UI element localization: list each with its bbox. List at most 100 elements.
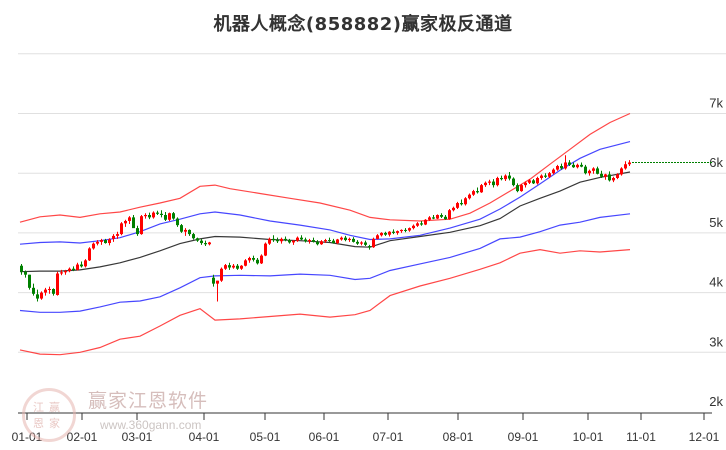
candle-body (76, 264, 79, 270)
candle-body (212, 277, 215, 284)
candle-body (240, 265, 243, 269)
candle-body (48, 289, 51, 291)
candle-body (380, 232, 383, 236)
upper-outer-band-line (19, 112, 631, 223)
candle-body (608, 174, 611, 181)
candle-body (172, 213, 175, 219)
candle-body (184, 229, 187, 232)
candle-body (252, 257, 255, 260)
candle-body (428, 217, 431, 220)
candle-body (628, 162, 631, 165)
candle-body (596, 168, 599, 174)
candle-body (84, 260, 87, 267)
watermark-logo-char: 恩 (33, 417, 44, 430)
candle-body (52, 289, 55, 294)
x-tick-label: 04-01 (189, 430, 220, 444)
candle-body (588, 170, 591, 174)
candle-body (152, 212, 155, 218)
candle-body (188, 229, 191, 235)
x-tick-label: 11-01 (626, 430, 656, 444)
candle-body (288, 240, 291, 243)
candle-body (248, 257, 251, 261)
candle-body (164, 214, 167, 220)
candle-body (552, 169, 555, 174)
candle-body (572, 164, 575, 168)
candle-body (224, 265, 227, 269)
candle-body (100, 240, 103, 242)
candle-body (468, 194, 471, 199)
upper-inner-band-line (19, 141, 631, 245)
candle-body (484, 182, 487, 186)
candle-body (524, 182, 527, 186)
watermark-logo-char: 赢 (49, 401, 60, 414)
candle-body (300, 237, 303, 240)
candle-body (32, 287, 35, 294)
candle-body (272, 238, 275, 241)
candle-body (280, 238, 283, 242)
candle-body (64, 271, 67, 273)
candle-body (476, 191, 479, 193)
watermark-logo-char: 家 (49, 417, 60, 430)
candle-body (408, 228, 411, 231)
candle-body (436, 214, 439, 219)
gridlines: 2k 3k 4k 5k 6k 7k (18, 53, 726, 409)
candle-body (448, 210, 451, 220)
candle-body (620, 168, 623, 175)
watermark-brand: 赢家江恩软件 (88, 390, 209, 412)
candle-body (472, 191, 475, 195)
candle-body (132, 217, 135, 229)
candle-body (324, 240, 327, 242)
candle-body (68, 268, 71, 272)
candle-body (60, 272, 63, 274)
watermark-logo-char: 江 (33, 401, 44, 414)
candle-body (368, 246, 371, 248)
candle-body (136, 228, 139, 235)
candle-body (312, 240, 315, 242)
candle-body (332, 240, 335, 244)
candle-body (600, 173, 603, 177)
candle-body (216, 280, 219, 284)
candle-body (396, 231, 399, 233)
y-tick-label: 7k (709, 96, 723, 111)
candle-body (304, 239, 307, 242)
candle-body (376, 235, 379, 239)
candle-body (456, 203, 459, 208)
candle-body (148, 214, 151, 218)
candle-body (192, 234, 195, 239)
candle-body (108, 239, 111, 244)
candle-body (228, 265, 231, 268)
candle-body (604, 174, 607, 177)
candle-body (200, 240, 203, 244)
candle-body (292, 240, 295, 243)
candle-body (624, 164, 627, 169)
candle-body (196, 238, 199, 241)
x-tick-label: 08-01 (443, 430, 474, 444)
channel-bands (19, 112, 631, 356)
candle-body (124, 220, 127, 224)
candle-body (356, 241, 359, 244)
candlesticks (20, 155, 631, 302)
candle-body (20, 265, 23, 272)
candle-body (444, 216, 447, 220)
candle-body (284, 238, 287, 241)
candle-body (392, 231, 395, 233)
y-tick-label: 5k (709, 215, 723, 230)
candle-body (80, 264, 83, 267)
middle-line-line (19, 171, 631, 273)
candle-body (512, 178, 515, 186)
axes: 01-01 02-01 03-01 04-01 05-01 06-01 07-01 08-01… (12, 412, 720, 444)
candle-body (532, 180, 535, 184)
candle-body (440, 214, 443, 217)
candle-body (404, 229, 407, 231)
candle-body (236, 265, 239, 269)
candle-body (180, 225, 183, 232)
candle-body (508, 175, 511, 179)
candle-body (460, 203, 463, 205)
candle-body (340, 237, 343, 240)
y-tick-label: 6k (709, 155, 723, 170)
chart-title: 机器人概念(858882)赢家极反通道 (213, 14, 513, 35)
candle-body (580, 164, 583, 167)
watermark-logo-icon: 江 赢 恩 家 (22, 388, 76, 442)
x-tick-label: 05-01 (250, 430, 281, 444)
